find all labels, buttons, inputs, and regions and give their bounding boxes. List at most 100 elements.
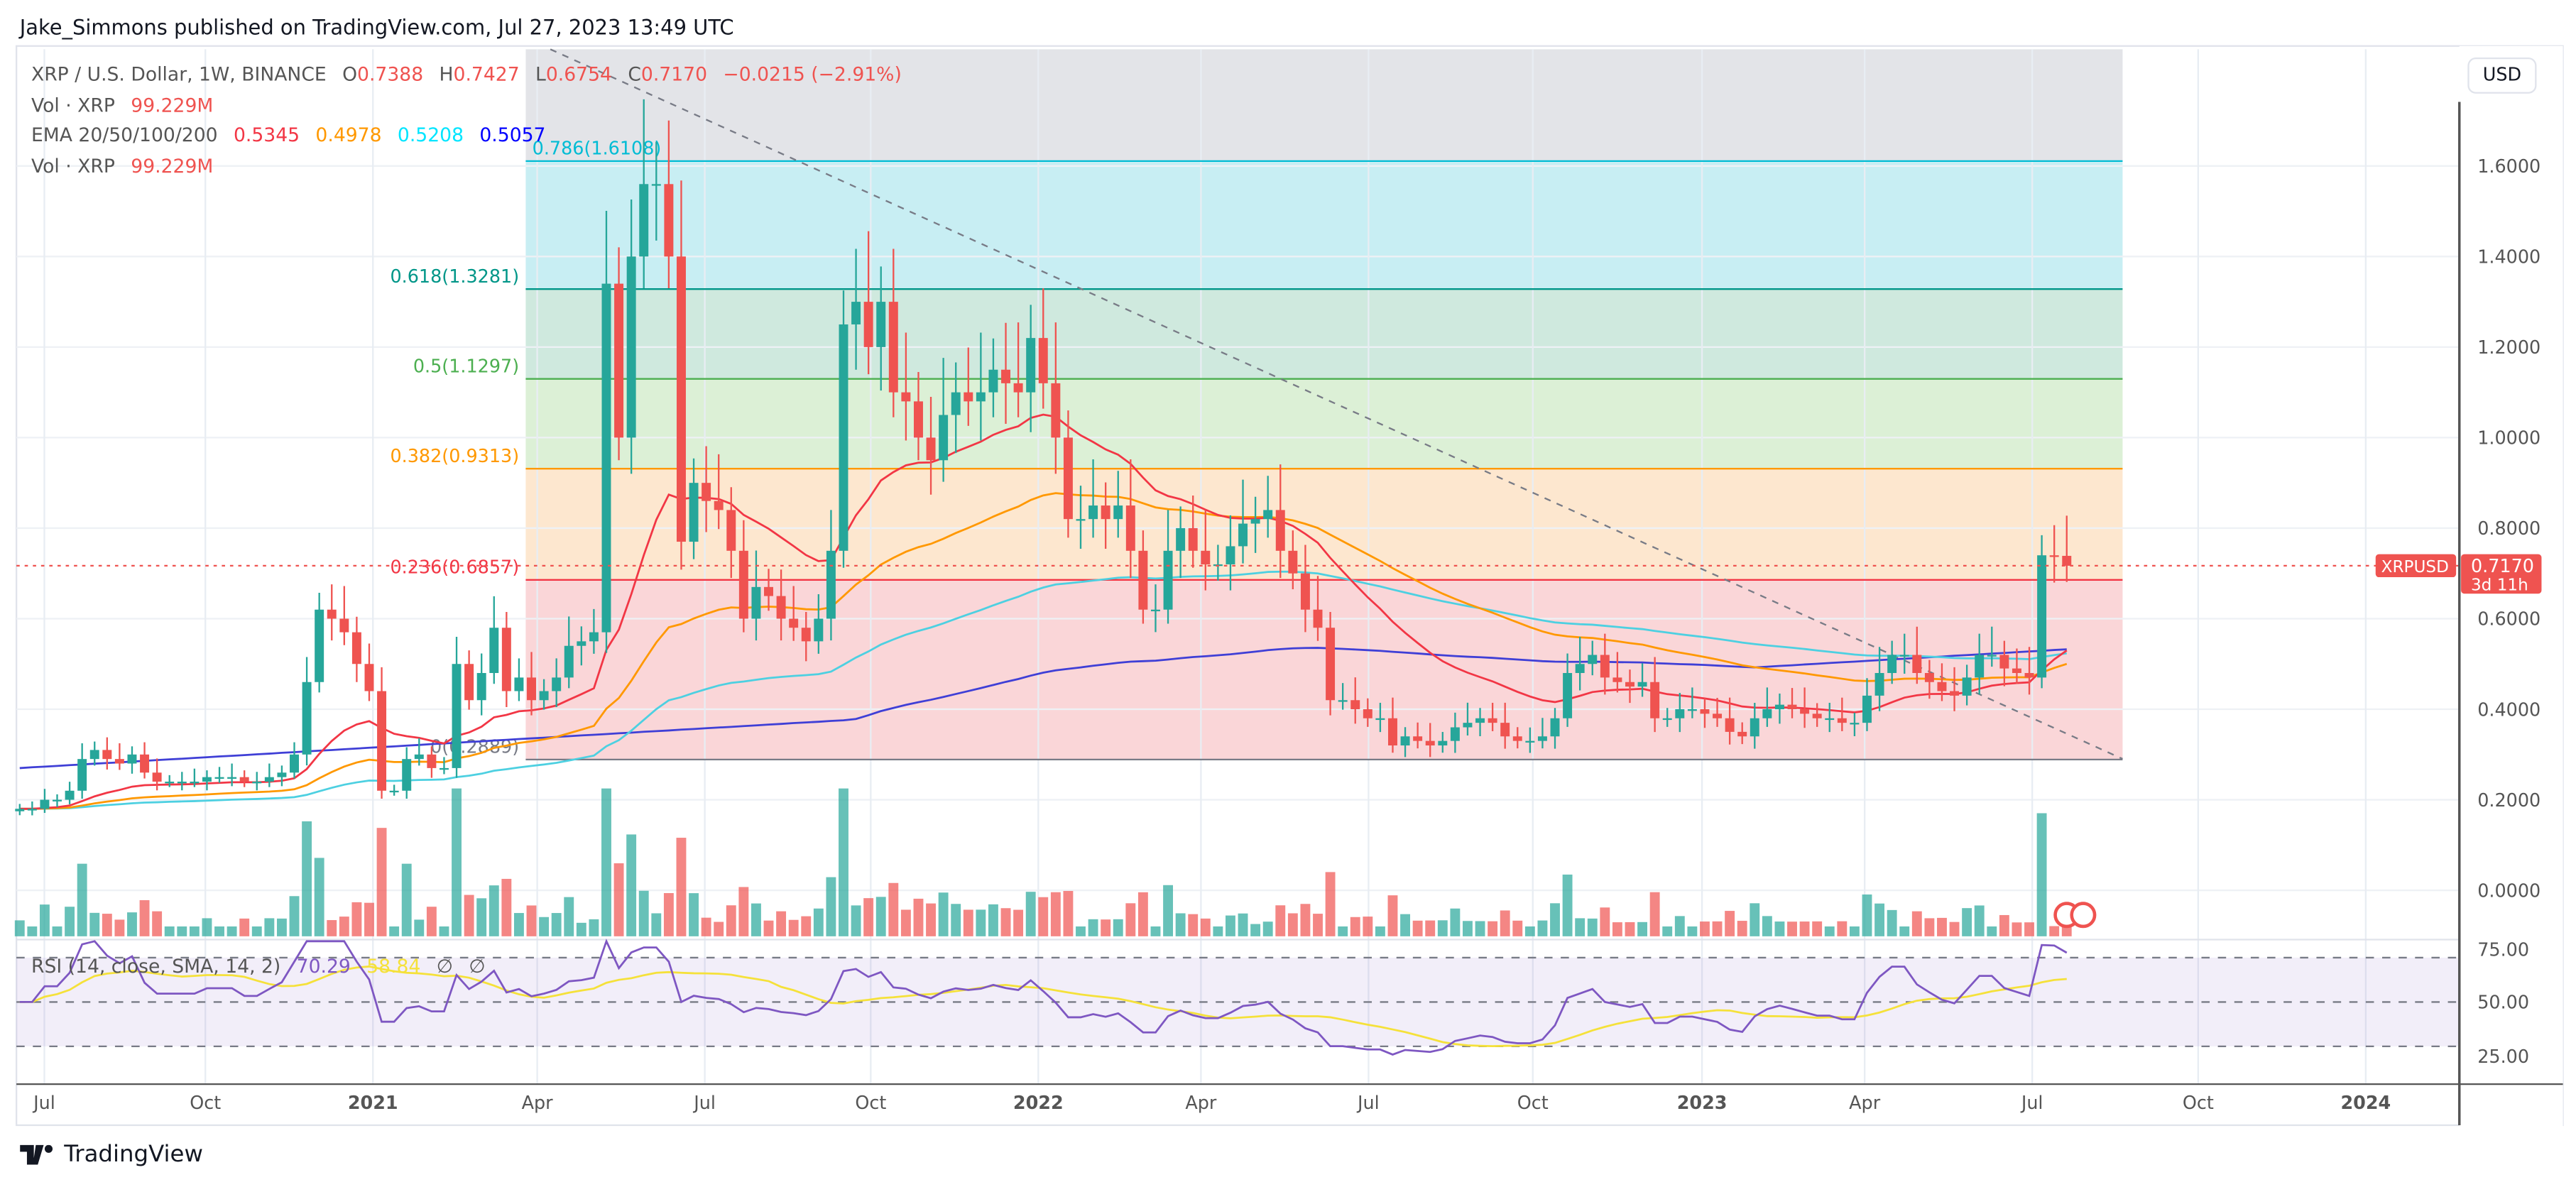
candle-body (876, 302, 886, 347)
volume-bar (1300, 904, 1311, 936)
candle-body (377, 691, 387, 791)
volume-bar (376, 828, 387, 936)
volume-bar (1662, 926, 1673, 936)
candle-body (1874, 672, 1884, 696)
volume-bar (1076, 926, 1086, 936)
price-tick-label: 1.2000 (2477, 337, 2540, 359)
rsi-tick-label: 50.00 (2477, 992, 2529, 1014)
candle-body (1063, 437, 1073, 520)
volume-label[interactable]: Vol · XRP (31, 93, 115, 117)
volume-bar (526, 905, 537, 936)
volume-bar (701, 917, 711, 936)
candle-body (2062, 555, 2072, 566)
candle-body (1525, 740, 1535, 743)
symbol-title[interactable]: XRP / U.S. Dollar, 1W, BINANCE (31, 62, 327, 86)
candle-body (2049, 555, 2059, 557)
time-tick-label: Oct (2183, 1093, 2214, 1114)
volume-bar (339, 917, 349, 936)
last-price-label: 0.7170 (2471, 556, 2534, 577)
volume-bar (1437, 920, 1448, 936)
candle-body (1188, 527, 1198, 551)
volume-bar (1674, 916, 1685, 936)
fib-zone (525, 160, 2123, 290)
volume-bar (1887, 909, 1897, 936)
volume-bar (626, 834, 637, 936)
volume-bar (351, 902, 362, 936)
trend-line (550, 48, 2123, 760)
rsi-label[interactable]: RSI (14, close, SMA, 14, 2) (31, 954, 281, 978)
candle-body (501, 628, 511, 691)
candle-body (676, 256, 686, 542)
volume-bar (302, 821, 312, 936)
candle-body (464, 664, 474, 701)
volume-bar (976, 909, 986, 936)
volume-bar (1762, 916, 1772, 936)
candle-body (1537, 736, 1547, 741)
volume-bar (601, 788, 611, 936)
candle-body (801, 628, 811, 642)
volume-bar (539, 917, 550, 936)
volume-bar (788, 919, 799, 936)
volume-label-2[interactable]: Vol · XRP (31, 154, 115, 177)
volume-bar (2049, 926, 2060, 936)
candle-body (839, 324, 848, 551)
time-tick-label: 2021 (348, 1093, 398, 1114)
time-tick-label: Jul (692, 1093, 716, 1114)
volume-bar (938, 892, 949, 936)
volume-bar (1625, 921, 1635, 936)
volume-bar (1899, 926, 1910, 936)
last-price-tag (2461, 554, 2542, 594)
volume-legend: Vol · XRP 99.229M (31, 94, 223, 116)
volume-bar (1999, 914, 2009, 936)
currency-button[interactable]: USD (2467, 57, 2537, 94)
candle-body (1400, 736, 1410, 746)
time-tick-label: Jul (2020, 1093, 2043, 1114)
candle-body (1713, 713, 1723, 718)
volume-bar (1163, 885, 1173, 936)
fib-zone (525, 49, 2123, 161)
candle-body (1700, 709, 1710, 714)
volume-bar (102, 914, 112, 936)
volume-bar (1649, 892, 1660, 936)
candle-body (1150, 609, 1160, 612)
candle-body (2037, 555, 2047, 678)
time-tick-label: Jul (32, 1093, 55, 1114)
candle-body (1725, 718, 1735, 732)
volume-bar (1911, 911, 1922, 936)
candle-body (302, 682, 312, 755)
candle-body (1275, 510, 1285, 551)
tradingview-logo[interactable]: TradingView (20, 1142, 203, 1168)
volume-bar (839, 788, 848, 936)
volume-bar (1799, 921, 1810, 936)
volume-bar (564, 897, 574, 936)
candle-body (351, 632, 361, 664)
candle-body (452, 664, 462, 768)
volume-bar (1150, 926, 1161, 936)
fib-zone (525, 579, 2123, 760)
candle-body (1163, 550, 1173, 610)
volume-bar (1962, 908, 1972, 936)
volume-bar (1849, 926, 1860, 936)
countdown-label: 3d 11h (2471, 576, 2528, 595)
price-tick-label: 0.2000 (2477, 790, 2540, 811)
volume-bar (139, 899, 150, 936)
volume-bar (114, 919, 125, 936)
candle-body (202, 777, 212, 782)
volume-bar (1226, 915, 1235, 936)
volume-bar (663, 892, 674, 936)
rsi-sma-value: 58.84 (366, 954, 421, 978)
time-tick-label: Apr (1185, 1093, 1217, 1114)
volume-bar (1425, 920, 1436, 936)
candle-body (1375, 718, 1385, 721)
volume-bar (1575, 918, 1586, 936)
price-tick-label: 1.6000 (2477, 156, 2540, 177)
candle-body (913, 401, 923, 438)
candle-body (1300, 573, 1310, 610)
volume-bar (1475, 921, 1485, 936)
ema-label[interactable]: EMA 20/50/100/200 (31, 123, 218, 146)
price-tick-label: 0.6000 (2477, 609, 2540, 630)
candle-body (1650, 682, 1660, 718)
publish-info: Jake_Simmons published on TradingView.co… (19, 14, 734, 40)
volume-bar (1213, 926, 1223, 936)
